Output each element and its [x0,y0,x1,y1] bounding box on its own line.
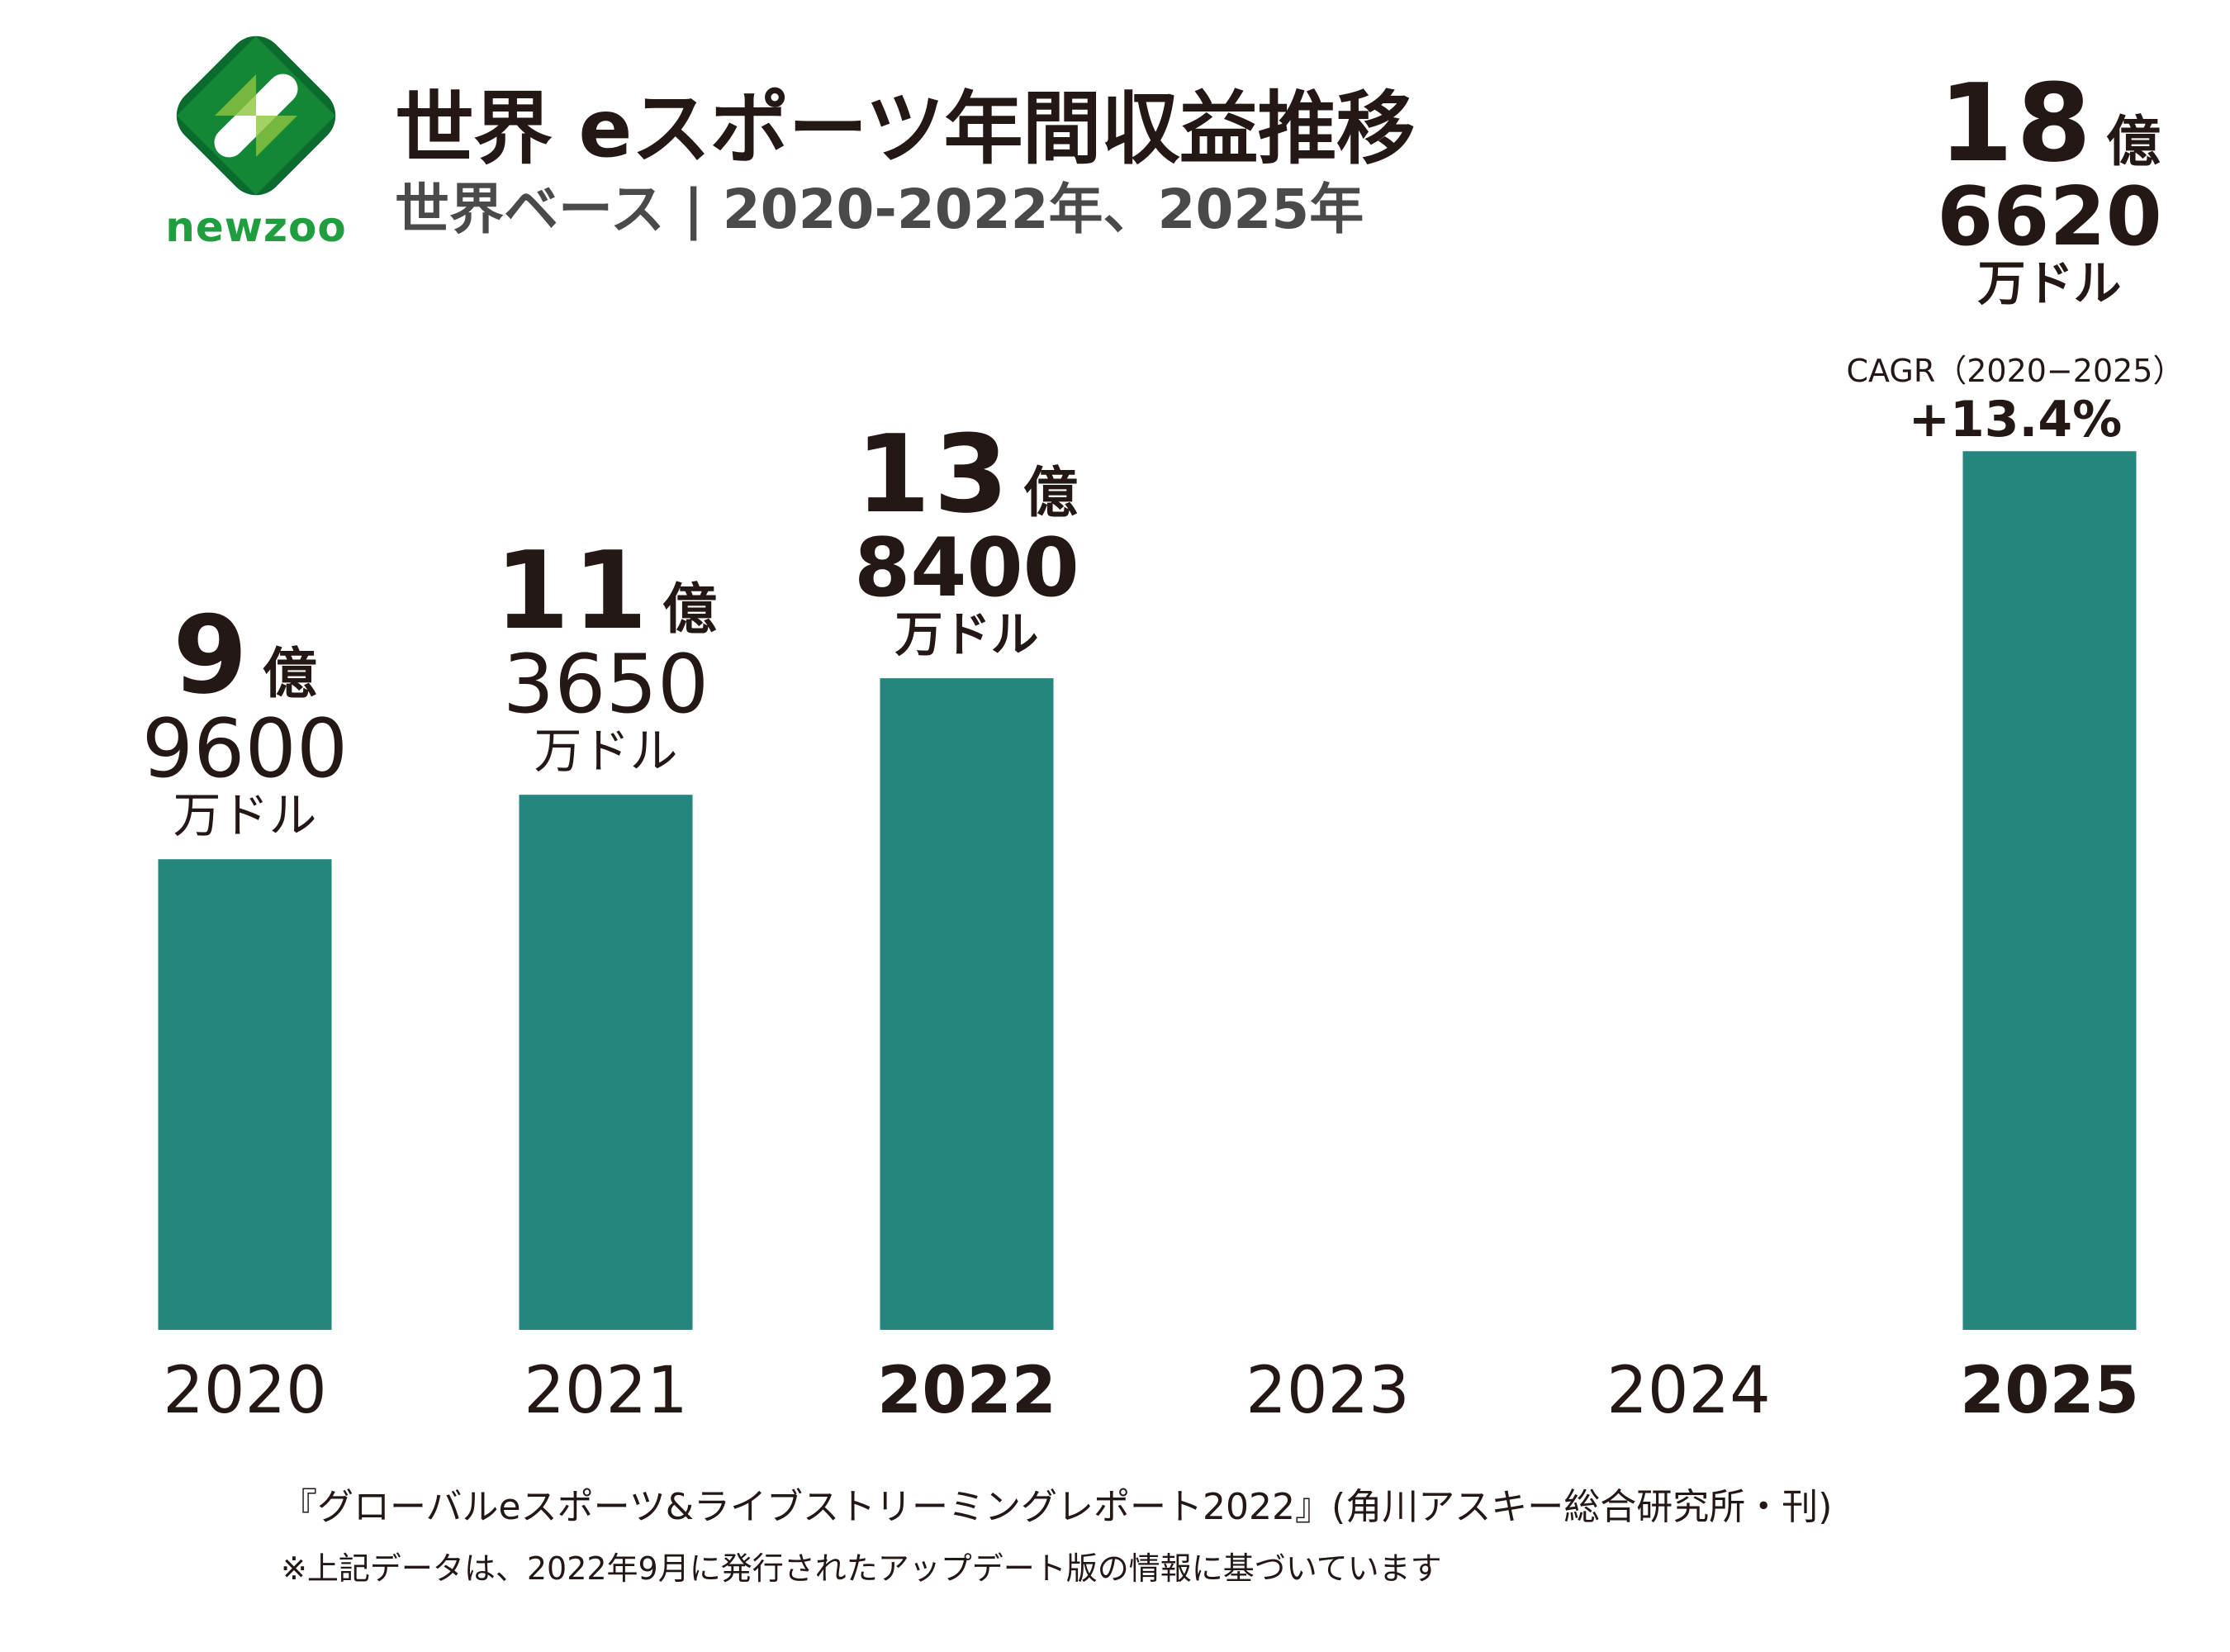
footnote: ※上記データは、2022年9月に発行されたアップデート版の情報に基づいています [281,1550,1442,1587]
value-label-man-number: 6620 [1937,170,2162,265]
value-label-man-number: 3650 [502,638,709,733]
x-tick-label-2022: 2022 [877,1354,1056,1428]
value-label-oku-unit: 億 [662,577,717,642]
value-label-man-number: 9600 [141,702,349,797]
newzoo-logo: newzoo [157,25,355,256]
bar-2025 [1962,451,2137,1330]
newzoo-logo-icon [176,36,336,196]
x-tick-label-2020: 2020 [163,1354,327,1428]
value-label-oku-unit: 億 [2105,110,2161,174]
value-label-oku-unit: 億 [1022,461,1078,525]
source-citation: 『グローバルeスポーツ&ライブストリーミングレポート2022』(角川アスキー総合… [281,1486,1833,1528]
cagr-label: CAGR（2020−2025） [1846,353,2185,389]
value-label-oku-number: 11 [495,528,651,654]
value-label-unit: 万ドル [894,606,1039,663]
bar-value-label-2025: 18 億 6620 万ドル [1877,69,2223,311]
cagr-annotation: CAGR（2020−2025） +13.4% [1801,345,2230,449]
chart-subtitle: 世界ベース | 2020-2022年、2025年 [395,178,1364,241]
value-label-oku-number: 9 [173,592,251,719]
value-label-oku-number: 18 [1938,60,2095,187]
chart-title: 世界 eスポーツ年間収益推移 [395,83,1416,175]
value-label-unit: 万ドル [173,787,317,844]
value-label-oku-unit: 億 [262,642,317,706]
x-tick-label-2024: 2024 [1606,1354,1771,1428]
cagr-value: +13.4% [1908,391,2123,449]
value-label-unit: 万ドル [1977,255,2122,312]
bar-value-label-2022: 13 億 8400 万ドル [794,420,1141,662]
bar-2020 [158,859,332,1330]
logo-wordmark: newzoo [165,203,347,251]
x-tick-label-2021: 2021 [524,1354,688,1428]
value-label-man-number: 8400 [854,521,1079,616]
bar-2022 [880,678,1054,1330]
x-tick-label-2023: 2023 [1245,1354,1410,1428]
bar-value-label-2021: 11 億 3650 万ドル [433,537,780,778]
bar-2021 [519,795,693,1330]
value-label-oku-number: 13 [856,411,1012,538]
x-tick-label-2025: 2025 [1960,1354,2139,1428]
bar-value-label-2020: 9 億 9600 万ドル [72,601,419,843]
value-label-unit: 万ドル [534,723,678,780]
